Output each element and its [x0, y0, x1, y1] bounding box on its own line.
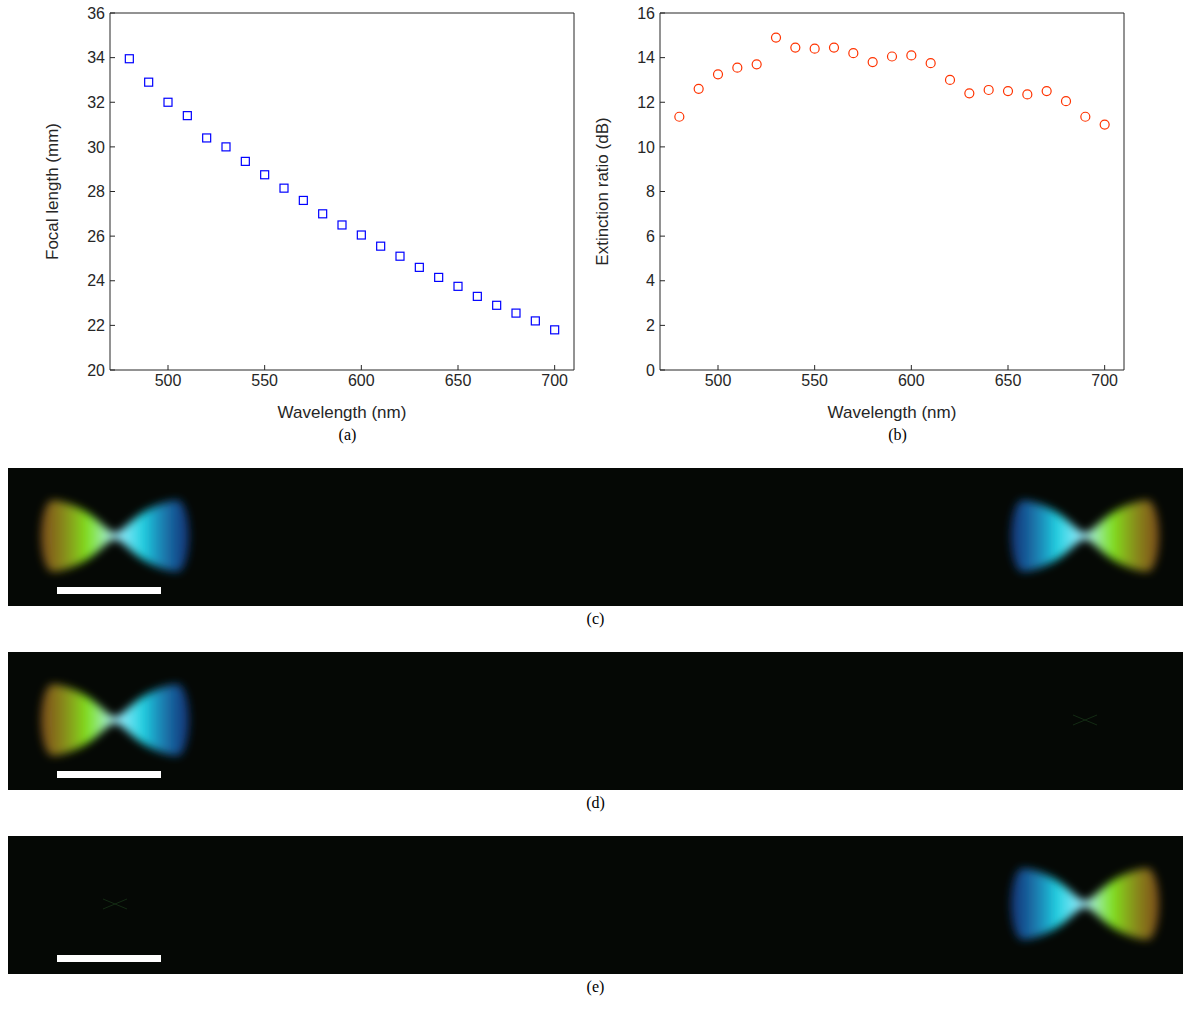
html-text:(d): (d): [586, 794, 605, 811]
svg-text:550: 550: [251, 372, 278, 389]
svg-text:Wavelength (nm): Wavelength (nm): [278, 403, 407, 422]
svg-text:30: 30: [87, 139, 105, 156]
svg-text:550: 550: [801, 372, 828, 389]
svg-text:500: 500: [705, 372, 732, 389]
svg-text:600: 600: [898, 372, 925, 389]
svg-text:700: 700: [1091, 372, 1118, 389]
svg-text:6: 6: [646, 228, 655, 245]
svg-text:Focal length (mm): Focal length (mm): [43, 123, 62, 260]
svg-text:14: 14: [637, 49, 655, 66]
svg-text:600: 600: [348, 372, 375, 389]
svg-text:32: 32: [87, 94, 105, 111]
svg-text:500: 500: [155, 372, 182, 389]
svg-text:4: 4: [646, 272, 655, 289]
svg-text:Extinction ratio (dB): Extinction ratio (dB): [593, 117, 612, 265]
svg-text:24: 24: [87, 272, 105, 289]
svg-text:20: 20: [87, 362, 105, 379]
svg-text:12: 12: [637, 94, 655, 111]
svg-text:10: 10: [637, 139, 655, 156]
html-text:(e): (e): [586, 978, 605, 995]
svg-text:28: 28: [87, 183, 105, 200]
svg-text:650: 650: [995, 372, 1022, 389]
html-text:(b): (b): [888, 426, 907, 443]
svg-text:0: 0: [646, 362, 655, 379]
svg-text:Wavelength (nm): Wavelength (nm): [828, 403, 957, 422]
html-text:(a): (a): [338, 426, 357, 443]
html-text:(c): (c): [586, 610, 605, 627]
svg-text:36: 36: [87, 5, 105, 22]
svg-text:2: 2: [646, 317, 655, 334]
svg-text:26: 26: [87, 228, 105, 245]
svg-text:8: 8: [646, 183, 655, 200]
svg-text:34: 34: [87, 49, 105, 66]
svg-text:22: 22: [87, 317, 105, 334]
svg-text:700: 700: [541, 372, 568, 389]
svg-text:650: 650: [445, 372, 472, 389]
svg-text:16: 16: [637, 5, 655, 22]
